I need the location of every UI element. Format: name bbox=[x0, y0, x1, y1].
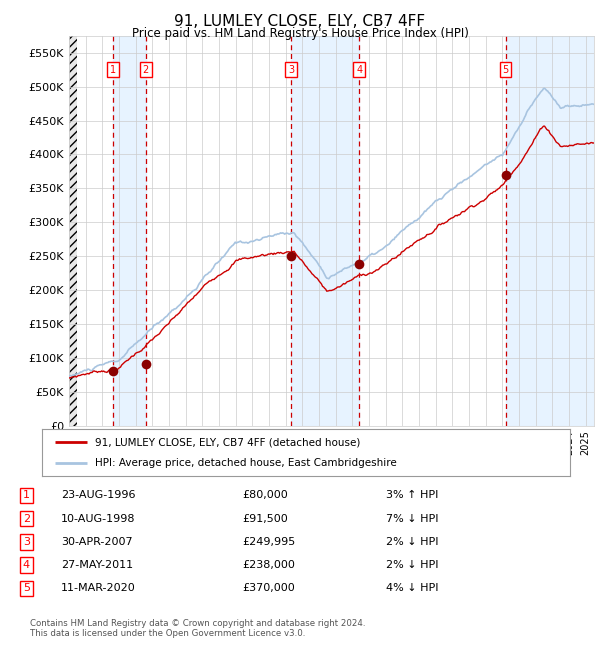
Text: 4: 4 bbox=[356, 64, 362, 75]
Bar bbox=[113, 36, 146, 426]
Text: 91, LUMLEY CLOSE, ELY, CB7 4FF (detached house): 91, LUMLEY CLOSE, ELY, CB7 4FF (detached… bbox=[95, 437, 360, 447]
Text: 5: 5 bbox=[502, 64, 509, 75]
Text: Price paid vs. HM Land Registry's House Price Index (HPI): Price paid vs. HM Land Registry's House … bbox=[131, 27, 469, 40]
Text: £80,000: £80,000 bbox=[242, 491, 288, 500]
Text: 2% ↓ HPI: 2% ↓ HPI bbox=[386, 537, 439, 547]
Text: 5: 5 bbox=[23, 583, 30, 593]
Text: 1: 1 bbox=[110, 64, 116, 75]
Text: 27-MAY-2011: 27-MAY-2011 bbox=[61, 560, 133, 570]
Text: £91,500: £91,500 bbox=[242, 514, 288, 524]
Text: 23-AUG-1996: 23-AUG-1996 bbox=[61, 491, 136, 500]
Text: 1: 1 bbox=[23, 491, 30, 500]
Text: HPI: Average price, detached house, East Cambridgeshire: HPI: Average price, detached house, East… bbox=[95, 458, 397, 468]
Text: 4: 4 bbox=[23, 560, 30, 570]
Bar bbox=[69, 36, 77, 426]
Text: 2: 2 bbox=[143, 64, 149, 75]
Text: £249,995: £249,995 bbox=[242, 537, 296, 547]
Text: 11-MAR-2020: 11-MAR-2020 bbox=[61, 583, 136, 593]
Text: 2: 2 bbox=[23, 514, 30, 524]
Text: 3: 3 bbox=[288, 64, 294, 75]
Text: 30-APR-2007: 30-APR-2007 bbox=[61, 537, 133, 547]
Text: £238,000: £238,000 bbox=[242, 560, 295, 570]
Text: 10-AUG-1998: 10-AUG-1998 bbox=[61, 514, 136, 524]
Text: £370,000: £370,000 bbox=[242, 583, 295, 593]
Bar bbox=[505, 36, 594, 426]
Text: 3% ↑ HPI: 3% ↑ HPI bbox=[386, 491, 439, 500]
Bar bbox=[291, 36, 359, 426]
Text: 3: 3 bbox=[23, 537, 30, 547]
Text: 7% ↓ HPI: 7% ↓ HPI bbox=[386, 514, 439, 524]
Text: 91, LUMLEY CLOSE, ELY, CB7 4FF: 91, LUMLEY CLOSE, ELY, CB7 4FF bbox=[175, 14, 425, 29]
Text: Contains HM Land Registry data © Crown copyright and database right 2024.
This d: Contains HM Land Registry data © Crown c… bbox=[30, 619, 365, 638]
Text: 4% ↓ HPI: 4% ↓ HPI bbox=[386, 583, 439, 593]
Text: 2% ↓ HPI: 2% ↓ HPI bbox=[386, 560, 439, 570]
